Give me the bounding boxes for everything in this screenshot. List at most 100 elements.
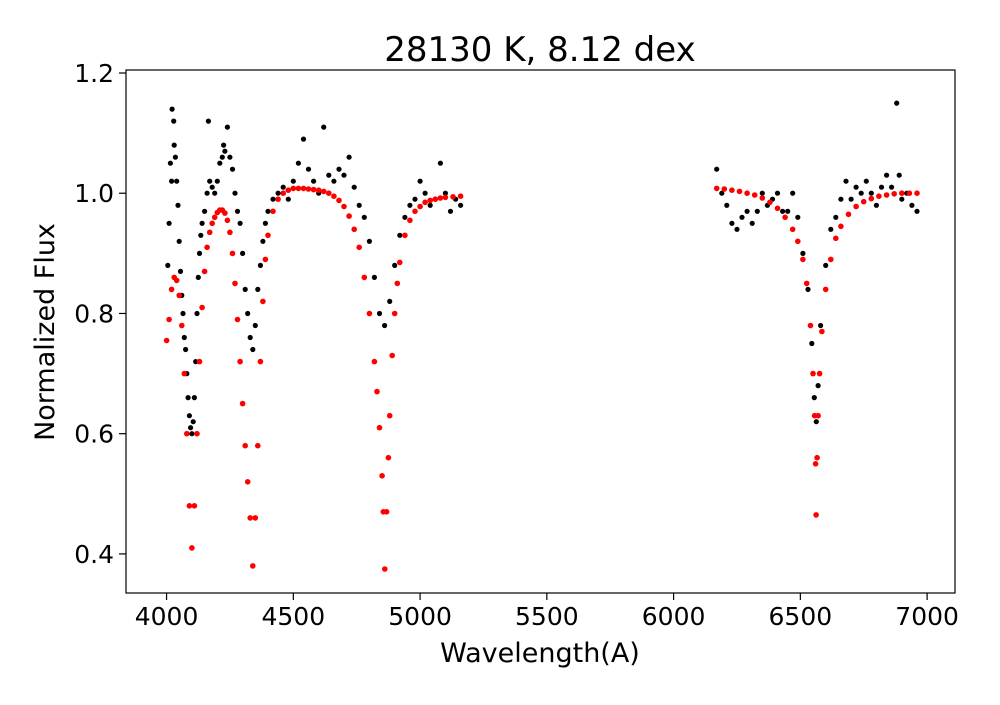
observed-point	[899, 196, 905, 202]
model-point	[457, 193, 464, 199]
observed-point	[754, 208, 760, 214]
observed-point	[262, 220, 268, 226]
x-tick-label: 5500	[515, 602, 579, 631]
observed-point	[914, 208, 920, 214]
plot-frame	[125, 69, 956, 594]
model-point	[247, 515, 253, 521]
observed-point	[878, 184, 885, 190]
observed-point	[202, 208, 208, 214]
observed-point	[341, 172, 347, 178]
observed-point	[896, 172, 902, 178]
model-point	[181, 370, 188, 377]
observed-point	[188, 425, 194, 431]
model-point	[437, 195, 444, 201]
observed-point	[257, 262, 263, 268]
observed-point	[805, 286, 811, 292]
model-point	[186, 503, 193, 509]
model-point	[883, 192, 890, 198]
observed-point	[894, 100, 900, 106]
observed-point	[167, 160, 173, 166]
chart-title: 28130 K, 8.12 dex	[384, 30, 695, 70]
observed-point	[780, 208, 786, 214]
model-point	[379, 473, 385, 479]
observed-point	[376, 310, 383, 317]
observed-point	[843, 178, 849, 184]
model-point	[432, 196, 439, 202]
observed-point	[331, 178, 337, 184]
observed-point	[165, 262, 171, 268]
observed-point	[209, 184, 215, 190]
model-point	[305, 186, 312, 192]
model-point	[828, 256, 834, 263]
model-point	[412, 208, 418, 215]
model-point	[803, 280, 810, 287]
model-point	[407, 217, 413, 224]
model-point	[914, 190, 920, 196]
model-point	[194, 430, 200, 437]
model-point	[819, 328, 825, 335]
observed-point	[190, 419, 196, 425]
model-point	[211, 214, 218, 221]
observed-point	[252, 322, 258, 329]
observed-point	[749, 220, 755, 226]
observed-point	[176, 238, 182, 244]
model-point	[285, 187, 292, 193]
model-point	[800, 256, 806, 263]
observed-point	[196, 250, 203, 256]
observed-point	[863, 178, 869, 184]
observed-point	[729, 220, 735, 226]
observed-point	[175, 202, 181, 208]
model-point	[442, 194, 449, 201]
model-point	[371, 358, 378, 365]
model-point	[179, 322, 185, 329]
observed-point	[366, 238, 372, 244]
observed-point	[321, 124, 327, 130]
observed-point	[240, 250, 246, 256]
observed-point	[221, 142, 227, 148]
observed-point	[169, 178, 175, 184]
y-tick-label: 0.4	[74, 540, 114, 569]
observed-point	[734, 226, 740, 232]
observed-point	[790, 190, 796, 196]
model-point	[300, 185, 307, 192]
observed-point	[174, 178, 180, 184]
observed-point	[300, 136, 307, 142]
observed-point	[171, 142, 177, 148]
model-point	[814, 454, 820, 461]
observed-point	[195, 274, 201, 280]
observed-point	[199, 220, 205, 226]
observed-point	[255, 286, 261, 292]
observed-point	[724, 202, 730, 208]
observed-point	[714, 166, 720, 172]
model-point	[736, 188, 743, 195]
model-point	[310, 186, 317, 193]
model-point	[385, 454, 392, 461]
x-tick-label: 6000	[642, 602, 706, 631]
y-tick-label: 0.6	[74, 420, 114, 449]
observed-point	[250, 346, 256, 353]
observed-point	[280, 184, 286, 190]
model-point	[906, 190, 913, 196]
observed-point	[191, 395, 197, 401]
observed-point	[437, 160, 443, 166]
model-point	[816, 370, 823, 377]
observed-point	[873, 202, 880, 208]
model-point	[326, 190, 332, 196]
observed-point	[229, 166, 236, 172]
observed-point	[270, 196, 276, 202]
y-tick-label: 1.2	[74, 59, 114, 88]
observed-point	[387, 298, 393, 304]
model-point	[196, 358, 203, 365]
observed-point	[811, 395, 817, 401]
model-point	[356, 244, 363, 251]
model-point	[402, 232, 408, 239]
observed-point	[207, 178, 213, 184]
model-point	[729, 187, 735, 193]
model-point	[376, 424, 383, 431]
observed-point	[212, 190, 218, 196]
observed-point	[265, 208, 271, 214]
observed-point	[356, 202, 362, 208]
observed-point	[275, 190, 281, 196]
model-point	[252, 515, 259, 521]
